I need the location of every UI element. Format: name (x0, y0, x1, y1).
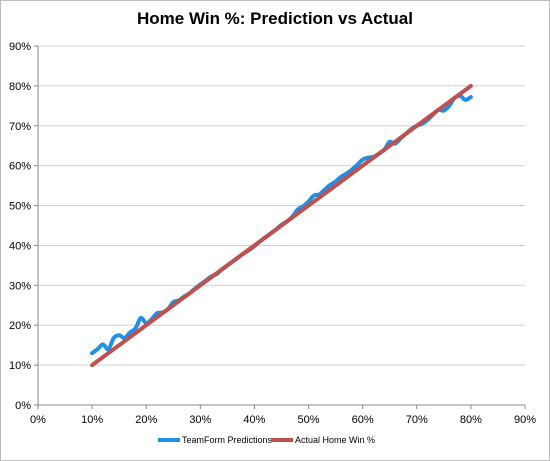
y-tick-label: 80% (9, 81, 31, 93)
x-tick-label: 40% (243, 414, 265, 426)
series-lines (90, 83, 473, 368)
legend: TeamForm Predictions Actual Home Win % (158, 435, 375, 445)
y-tick-label: 60% (9, 161, 31, 173)
y-tick-label: 70% (9, 121, 31, 133)
x-tick-label: 80% (460, 414, 482, 426)
legend-label-actual: Actual Home Win % (295, 435, 375, 445)
x-tick-label: 50% (298, 414, 320, 426)
x-tick-label: 10% (81, 414, 103, 426)
x-tick-label: 0% (30, 414, 46, 426)
x-tick-label: 20% (135, 414, 157, 426)
series-line-actual (90, 83, 473, 368)
y-tick-label: 0% (15, 400, 31, 412)
y-axis-ticks: 0% 10% 20% 30% 40% 50% 60% 70% 80% 90% (9, 41, 38, 412)
chart-title: Home Win %: Prediction vs Actual (137, 9, 413, 28)
y-tick-label: 20% (9, 320, 31, 332)
y-tick-label: 30% (9, 280, 31, 292)
x-tick-label: 90% (514, 414, 536, 426)
x-axis-ticks: 0% 10% 20% 30% 40% 50% 60% 70% 80% 90% (30, 405, 536, 426)
x-tick-label: 70% (406, 414, 428, 426)
y-tick-label: 10% (9, 360, 31, 372)
axes (37, 46, 525, 406)
legend-label-predictions: TeamForm Predictions (182, 435, 273, 445)
y-tick-label: 90% (9, 41, 31, 53)
gridlines (38, 45, 525, 366)
y-tick-label: 50% (9, 201, 31, 213)
y-tick-label: 40% (9, 240, 31, 252)
x-tick-label: 60% (352, 414, 374, 426)
x-tick-label: 30% (189, 414, 211, 426)
